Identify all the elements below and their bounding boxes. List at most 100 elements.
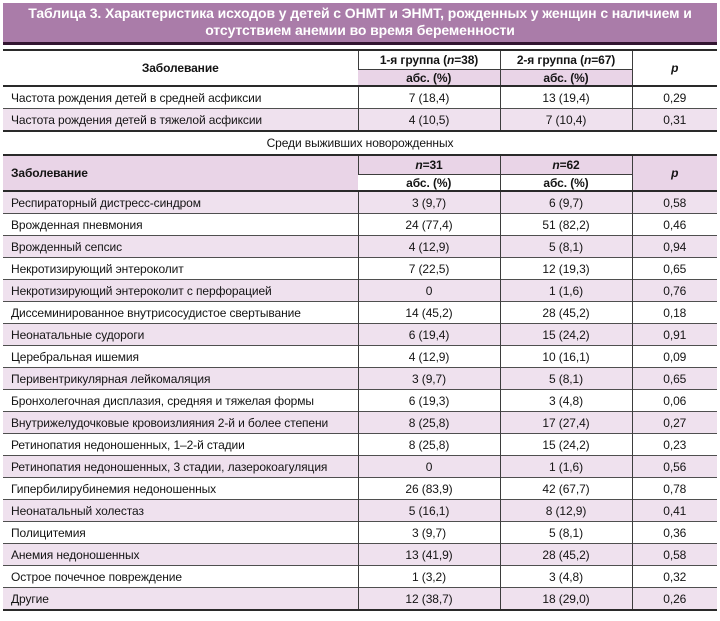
table-row: Частота рождения детей в средней асфикси…: [3, 85, 717, 109]
cell-group2-value: 5 (8,1): [499, 521, 632, 544]
col-header-p: p: [631, 50, 717, 86]
table-row: Внутрижелудочковые кровоизлияния 2-й и б…: [3, 411, 717, 434]
cell-p-value: 0,78: [631, 477, 717, 500]
outcomes-table-all-newborns: Заболевание 1-я группа (n=38) 2-я группа…: [3, 49, 717, 132]
table-row: Врожденная пневмония 24 (77,4) 51 (82,2)…: [3, 213, 717, 236]
cell-group1-value: 8 (25,8): [357, 411, 500, 434]
cell-group1-value: 14 (45,2): [357, 301, 500, 324]
cell-disease: Некротизирующий энтероколит: [3, 257, 358, 280]
table-row: Неонатальные судороги 6 (19,4) 15 (24,2)…: [3, 323, 717, 346]
cell-p-value: 0,58: [631, 543, 717, 566]
cell-disease: Анемия недоношенных: [3, 543, 358, 566]
cell-group1-value: 4 (10,5): [357, 108, 500, 131]
table1-header: Заболевание 1-я группа (n=38) 2-я группа…: [3, 50, 717, 86]
cell-group1-value: 4 (12,9): [357, 345, 500, 368]
cell-p-value: 0,18: [631, 301, 717, 324]
col-header-n62: n=62: [499, 155, 632, 175]
cell-p-value: 0,76: [631, 279, 717, 302]
group1-label-part: =38): [454, 53, 479, 67]
subheader-abs-group2: абс. (%): [499, 174, 632, 191]
table-row: Диссеминированное внутрисосудистое сверт…: [3, 301, 717, 324]
cell-p-value: 0,31: [631, 108, 717, 131]
cell-group1-value: 1 (3,2): [357, 565, 500, 588]
cell-disease: Бронхолегочная дисплазия, средняя и тяже…: [3, 389, 358, 412]
table-row: Гипербилирубинемия недоношенных 26 (83,9…: [3, 477, 717, 500]
table-row: Частота рождения детей в тяжелой асфикси…: [3, 108, 717, 131]
table-row: Другие 12 (38,7) 18 (29,0) 0,26: [3, 587, 717, 610]
cell-disease: Некротизирующий энтероколит с перфорацие…: [3, 279, 358, 302]
cell-group2-value: 1 (1,6): [499, 279, 632, 302]
table2-header: Заболевание n=31 n=62 p абс. (%) абс. (%…: [3, 155, 717, 191]
cell-p-value: 0,91: [631, 323, 717, 346]
n31-label-part: =31: [422, 158, 443, 172]
cell-group1-value: 26 (83,9): [357, 477, 500, 500]
cell-disease: Диссеминированное внутрисосудистое сверт…: [3, 301, 358, 324]
cell-disease: Ретинопатия недоношенных, 3 стадии, лазе…: [3, 455, 358, 478]
table-row: Респираторный дистресс-синдром 3 (9,7) 6…: [3, 190, 717, 214]
table-row: Некротизирующий энтероколит с перфорацие…: [3, 279, 717, 302]
group1-label-part: 1-я группа (: [379, 53, 447, 67]
cell-group2-value: 3 (4,8): [499, 565, 632, 588]
col-header-disease: Заболевание: [141, 61, 219, 75]
cell-disease: Гипербилирубинемия недоношенных: [3, 477, 358, 500]
table-caption: Таблица 3. Характеристика исходов у дете…: [3, 3, 717, 45]
cell-group2-value: 1 (1,6): [499, 455, 632, 478]
cell-p-value: 0,23: [631, 433, 717, 456]
n-symbol: n: [552, 158, 560, 172]
cell-disease: Неонатальный холестаз: [3, 499, 358, 522]
cell-group1-value: 12 (38,7): [357, 587, 500, 610]
cell-p-value: 0,46: [631, 213, 717, 236]
subheader-abs-group1: абс. (%): [358, 69, 500, 86]
cell-group2-value: 8 (12,9): [499, 499, 632, 522]
cell-p-value: 0,94: [631, 235, 717, 258]
cell-group2-value: 18 (29,0): [499, 587, 632, 610]
cell-group2-value: 15 (24,2): [499, 323, 632, 346]
n-symbol: n: [583, 53, 592, 67]
cell-group2-value: 15 (24,2): [499, 433, 632, 456]
cell-disease: Врожденная пневмония: [3, 213, 358, 236]
cell-disease: Внутрижелудочковые кровоизлияния 2-й и б…: [3, 411, 358, 434]
cell-p-value: 0,58: [631, 190, 717, 214]
table-row: Бронхолегочная дисплазия, средняя и тяже…: [3, 389, 717, 412]
cell-disease: Перивентрикулярная лейкомаляция: [3, 367, 358, 390]
group2-label-part: 2-я группа (: [516, 53, 584, 67]
cell-group1-value: 7 (18,4): [357, 85, 500, 109]
cell-p-value: 0,32: [631, 565, 717, 588]
cell-p-value: 0,26: [631, 587, 717, 610]
cell-group1-value: 0: [357, 279, 500, 302]
cell-group2-value: 17 (27,4): [499, 411, 632, 434]
cell-group2-value: 51 (82,2): [499, 213, 632, 236]
cell-disease: Ретинопатия недоношенных, 1–2-й стадии: [3, 433, 358, 456]
n62-label-part: =62: [559, 158, 580, 172]
cell-group2-value: 7 (10,4): [499, 108, 632, 131]
col-header-n31: n=31: [357, 155, 500, 175]
group2-label-part: =67): [591, 53, 616, 67]
cell-group1-value: 0: [357, 455, 500, 478]
cell-p-value: 0,65: [631, 257, 717, 280]
col-header-p: p: [631, 155, 717, 191]
cell-group2-value: 5 (8,1): [499, 367, 632, 390]
cell-p-value: 0,65: [631, 367, 717, 390]
cell-disease: Острое почечное повреждение: [3, 565, 358, 588]
cell-disease: Респираторный дистресс-синдром: [3, 190, 358, 214]
cell-group1-value: 3 (9,7): [357, 190, 500, 214]
cell-group1-value: 5 (16,1): [357, 499, 500, 522]
cell-p-value: 0,41: [631, 499, 717, 522]
table-row: Ретинопатия недоношенных, 1–2-й стадии 8…: [3, 433, 717, 456]
cell-group1-value: 8 (25,8): [357, 433, 500, 456]
cell-group1-value: 6 (19,3): [357, 389, 500, 412]
cell-p-value: 0,09: [631, 345, 717, 368]
col-header-group2: 2-я группа (n=67): [499, 50, 632, 70]
cell-group1-value: 13 (41,9): [357, 543, 500, 566]
cell-disease: Неонатальные судороги: [3, 323, 358, 346]
cell-group2-value: 10 (16,1): [499, 345, 632, 368]
table-row: Ретинопатия недоношенных, 3 стадии, лазе…: [3, 455, 717, 478]
cell-group2-value: 12 (19,3): [499, 257, 632, 280]
cell-group2-value: 28 (45,2): [499, 543, 632, 566]
cell-group2-value: 28 (45,2): [499, 301, 632, 324]
subheader-abs-group2: абс. (%): [499, 69, 632, 86]
n-symbol: n: [446, 53, 455, 67]
cell-group2-value: 3 (4,8): [499, 389, 632, 412]
table-row: Врожденный сепсис 4 (12,9) 5 (8,1) 0,94: [3, 235, 717, 258]
table-row: Церебральная ишемия 4 (12,9) 10 (16,1) 0…: [3, 345, 717, 368]
